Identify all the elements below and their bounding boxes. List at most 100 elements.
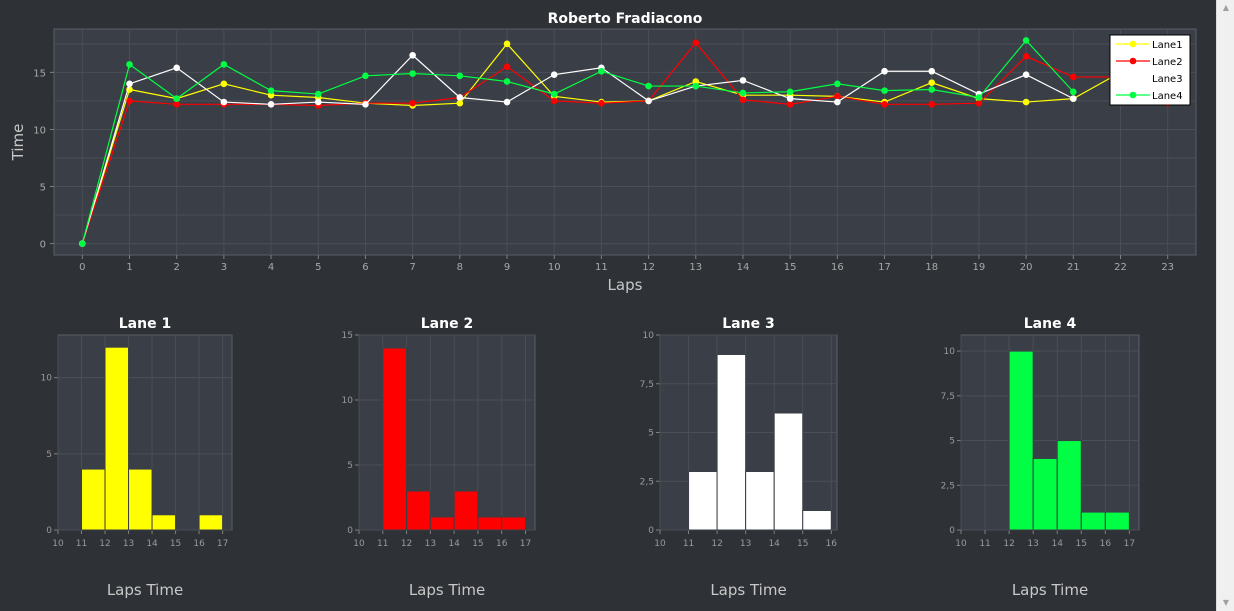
data-point-lane3	[739, 77, 747, 84]
data-point-lane2	[126, 97, 133, 105]
x-tick-label: 12	[711, 539, 722, 549]
histogram-bar	[1080, 511, 1106, 531]
x-tick-label: 17	[217, 539, 228, 549]
histogram-title: Lane 1	[119, 316, 171, 332]
x-tick-label: 1	[126, 262, 132, 273]
histogram-bar	[477, 516, 503, 531]
data-point-lane4	[881, 87, 888, 94]
data-point-lane4	[692, 82, 700, 90]
y-tick-label: 7,5	[640, 380, 654, 390]
histogram-bar	[1032, 457, 1058, 531]
x-tick-label: 14	[768, 539, 780, 549]
scroll-down-arrow-icon[interactable]: ▼	[1222, 598, 1230, 607]
y-tick-label: 0	[648, 526, 654, 536]
y-tick-label: 5	[949, 437, 955, 447]
data-point-lane2	[173, 101, 180, 108]
data-point-lane1	[267, 91, 275, 99]
data-point-lane3	[267, 101, 275, 108]
data-point-lane1	[503, 40, 511, 48]
data-point-lane4	[645, 82, 652, 90]
data-point-lane2	[834, 93, 841, 100]
data-point-lane4	[503, 78, 511, 85]
data-point-lane2	[598, 99, 605, 107]
y-tick-label: 2,5	[941, 481, 955, 491]
x-tick-label: 3	[221, 262, 227, 273]
lap-times-line-chart: 0 1 2 3 4 5 6 7 8 9 10 11 12 13 14 15 16 17 18 19 20 21 22 2305…	[9, 11, 1197, 294]
data-point-lane2	[928, 101, 936, 108]
x-tick-label: 17	[520, 539, 531, 549]
data-point-lane3	[456, 94, 464, 101]
data-point-lane2	[786, 101, 794, 108]
data-point-lane3	[550, 71, 558, 78]
y-tick-label: 10	[643, 331, 655, 341]
data-point-lane3	[881, 67, 888, 75]
x-tick-label: 10	[654, 539, 666, 549]
x-tick-label: 17	[1124, 539, 1135, 549]
x-tick-label: 16	[826, 539, 838, 549]
x-tick-label: 15	[170, 539, 181, 549]
histogram-bar	[453, 490, 479, 531]
y-tick-label: 2,5	[640, 477, 654, 487]
x-tick-label: 20	[1020, 262, 1033, 273]
x-tick-label: 12	[401, 539, 412, 549]
x-tick-label: 2	[174, 262, 180, 273]
y-tick-label: 15	[33, 68, 46, 79]
data-point-lane3	[220, 98, 228, 106]
histogram-bar	[802, 510, 832, 531]
data-point-lane4	[928, 86, 936, 93]
x-tick-label: 15	[784, 262, 797, 273]
y-tick-label: 0	[347, 526, 353, 536]
x-tick-label: 8	[457, 262, 463, 273]
y-tick-label: 15	[342, 331, 353, 341]
x-tick-label: 19	[973, 262, 986, 273]
x-tick-label: 11	[595, 262, 608, 273]
data-point-lane4	[267, 87, 275, 94]
y-tick-label: 10	[342, 396, 354, 406]
histogram-bar	[1104, 511, 1130, 531]
x-tick-label: 10	[52, 539, 64, 549]
data-point-lane1	[220, 80, 228, 88]
data-point-lane2	[975, 99, 983, 107]
x-tick-label: 12	[1003, 539, 1014, 549]
x-tick-label: 13	[123, 539, 134, 549]
data-point-lane2	[409, 99, 416, 107]
legend-swatch-marker	[1129, 40, 1137, 48]
data-point-lane4	[834, 80, 841, 88]
x-tick-label: 10	[353, 539, 365, 549]
vertical-scrollbar[interactable]: ▲ ▼	[1216, 0, 1234, 611]
x-axis-label: Laps Time	[107, 581, 183, 599]
data-point-lane4	[975, 94, 983, 101]
data-point-lane3	[1070, 95, 1077, 102]
data-point-lane4	[456, 72, 464, 80]
legend-swatch-marker	[1129, 57, 1137, 65]
data-point-lane1	[456, 99, 464, 107]
y-tick-label: 10	[944, 347, 956, 357]
y-tick-label: 10	[41, 374, 53, 384]
data-point-lane3	[786, 95, 794, 102]
y-tick-label: 7,5	[941, 392, 955, 402]
histogram-bar	[128, 468, 153, 531]
x-tick-label: 16	[831, 262, 844, 273]
data-point-lane4	[409, 70, 416, 77]
data-point-lane4	[739, 89, 747, 97]
data-point-lane3	[1022, 71, 1030, 78]
data-point-lane2	[550, 97, 558, 105]
x-tick-label: 7	[409, 262, 415, 273]
x-tick-label: 12	[642, 262, 655, 273]
histogram-bar	[81, 468, 106, 531]
data-point-lane2	[692, 39, 700, 46]
lane-1-histogram: 0 5 10 10 11 12 13 14 15 16 17 Lane 1 Laps Time	[41, 316, 233, 599]
histogram-bar	[1056, 440, 1082, 531]
data-point-lane4	[550, 90, 558, 98]
x-tick-label: 18	[925, 262, 938, 273]
y-tick-label: 5	[46, 450, 52, 460]
y-tick-label: 5	[40, 183, 46, 194]
y-tick-label: 5	[347, 461, 353, 471]
scroll-up-arrow-icon[interactable]: ▲	[1222, 3, 1230, 12]
x-tick-label: 11	[76, 539, 87, 549]
x-tick-label: 5	[315, 262, 321, 273]
histogram-bar	[104, 346, 130, 531]
histogram-bar	[406, 490, 431, 531]
x-tick-label: 16	[496, 539, 508, 549]
data-point-lane4	[173, 95, 180, 102]
